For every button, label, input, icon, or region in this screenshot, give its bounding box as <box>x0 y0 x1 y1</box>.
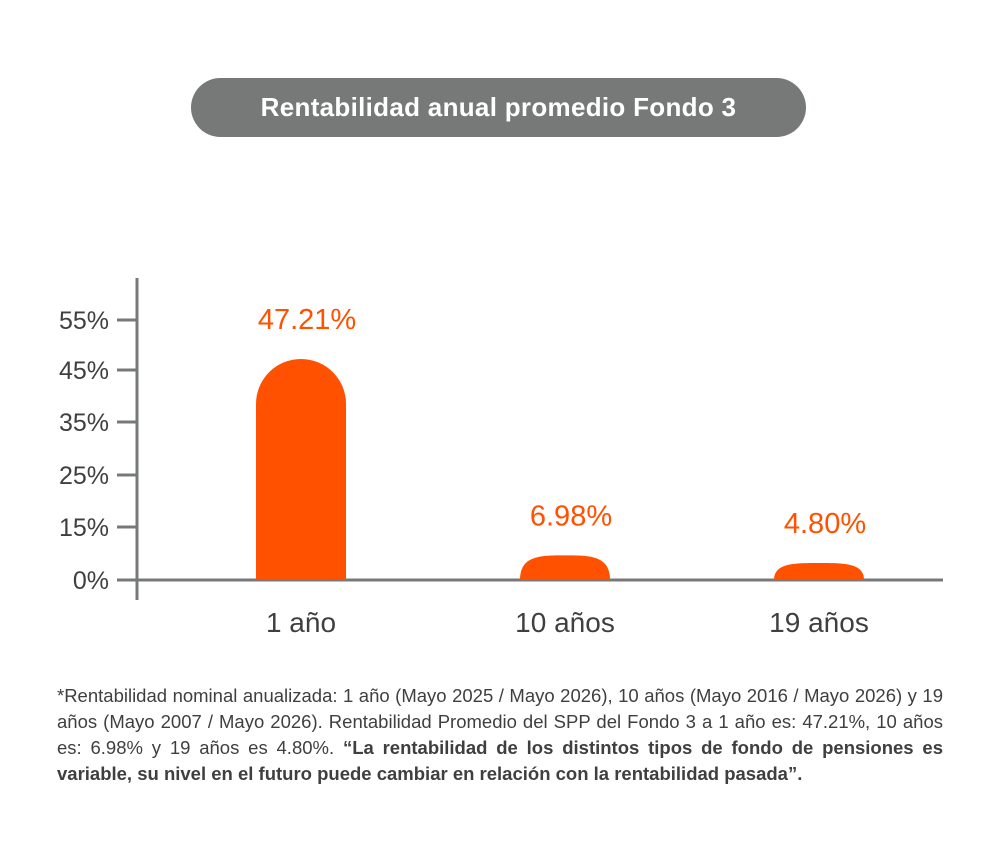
bar-value-label: 4.80% <box>784 508 866 540</box>
footnote-text: *Rentabilidad nominal anualizada: 1 año … <box>57 685 943 758</box>
bar-value-label: 6.98% <box>530 500 612 532</box>
y-tick-label: 45% <box>59 357 109 385</box>
x-category-label: 1 año <box>266 607 336 638</box>
bar-chart: 0% 15% 25% 35% 45% 55% 47.21% 1 año 6.98% 10 años… <box>59 278 943 638</box>
y-tick-label: 55% <box>59 307 109 335</box>
bar <box>256 358 346 580</box>
x-category-label: 10 años <box>515 607 615 638</box>
y-tick-label: 15% <box>59 514 109 542</box>
y-tick-label: 25% <box>59 462 109 490</box>
bar <box>774 563 864 580</box>
footnote: *Rentabilidad nominal anualizada: 1 año … <box>57 683 943 787</box>
y-tick-label: 0% <box>73 567 109 595</box>
x-category-label: 19 años <box>769 607 869 638</box>
chart-title-pill: Rentabilidad anual promedio Fondo 3 <box>191 78 806 137</box>
bar-value-label: 47.21% <box>258 304 356 336</box>
y-tick-label: 35% <box>59 409 109 437</box>
chart-title: Rentabilidad anual promedio Fondo 3 <box>260 92 737 122</box>
footnote-disclaimer: “La rentabilidad de los distintos tipos … <box>57 737 943 784</box>
bar <box>520 555 610 580</box>
